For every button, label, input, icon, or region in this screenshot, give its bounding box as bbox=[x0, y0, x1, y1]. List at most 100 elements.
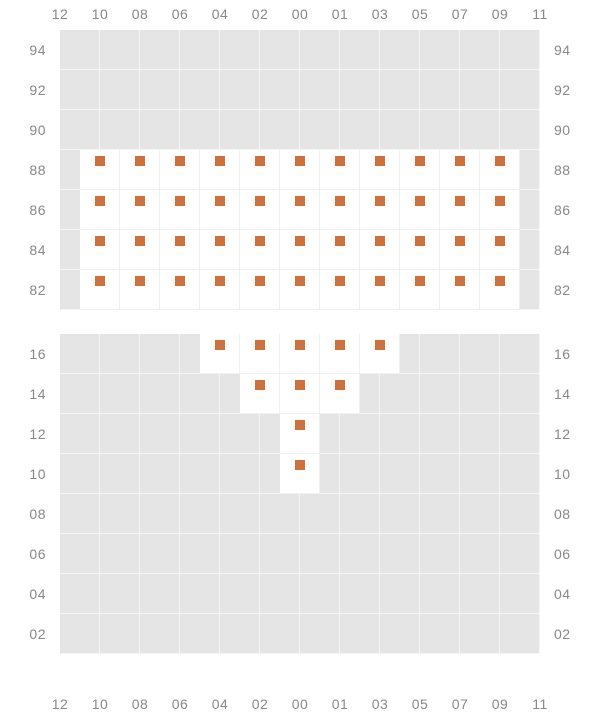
seat[interactable] bbox=[160, 230, 200, 270]
row-label-text: 92 bbox=[554, 82, 571, 98]
seat[interactable] bbox=[280, 190, 320, 230]
row-label-text: 84 bbox=[29, 242, 46, 258]
seat[interactable] bbox=[400, 270, 440, 310]
seat-marker-icon bbox=[455, 196, 465, 206]
row-label-left: 10 bbox=[0, 454, 60, 494]
seat[interactable] bbox=[120, 150, 160, 190]
seat[interactable] bbox=[360, 230, 400, 270]
row-label-text: 88 bbox=[29, 162, 46, 178]
seat[interactable] bbox=[320, 270, 360, 310]
row-label-text: 10 bbox=[29, 466, 46, 482]
seat[interactable] bbox=[160, 190, 200, 230]
seat[interactable] bbox=[80, 150, 120, 190]
seat[interactable] bbox=[320, 190, 360, 230]
seat-marker-icon bbox=[295, 196, 305, 206]
row-label-text: 16 bbox=[554, 346, 571, 362]
row-label-text: 90 bbox=[554, 122, 571, 138]
seat-marker-icon bbox=[455, 156, 465, 166]
row-label-left: 94 bbox=[0, 30, 60, 70]
column-label: 05 bbox=[400, 6, 440, 22]
seat[interactable] bbox=[240, 150, 280, 190]
row-label-left: 06 bbox=[0, 534, 60, 574]
seat[interactable] bbox=[440, 270, 480, 310]
seat[interactable] bbox=[80, 190, 120, 230]
row-label-right: 10 bbox=[540, 454, 600, 494]
row-label-text: 16 bbox=[29, 346, 46, 362]
seat-marker-icon bbox=[175, 236, 185, 246]
seat[interactable] bbox=[400, 150, 440, 190]
row-label-text: 14 bbox=[29, 386, 46, 402]
seat[interactable] bbox=[320, 230, 360, 270]
seat[interactable] bbox=[280, 414, 320, 454]
seat[interactable] bbox=[200, 334, 240, 374]
seat[interactable] bbox=[360, 190, 400, 230]
seat[interactable] bbox=[480, 270, 520, 310]
seat[interactable] bbox=[280, 454, 320, 494]
seat[interactable] bbox=[80, 270, 120, 310]
row-label-right: 14 bbox=[540, 374, 600, 414]
seat[interactable] bbox=[440, 190, 480, 230]
seat[interactable] bbox=[240, 230, 280, 270]
column-label: 07 bbox=[440, 6, 480, 22]
column-label: 11 bbox=[520, 696, 560, 712]
seat[interactable] bbox=[120, 270, 160, 310]
seat[interactable] bbox=[160, 150, 200, 190]
seat[interactable] bbox=[240, 334, 280, 374]
seat[interactable] bbox=[480, 150, 520, 190]
seat[interactable] bbox=[280, 374, 320, 414]
seat[interactable] bbox=[320, 334, 360, 374]
seat-marker-icon bbox=[215, 340, 225, 350]
seat-marker-icon bbox=[375, 276, 385, 286]
seat[interactable] bbox=[200, 190, 240, 230]
seat[interactable] bbox=[360, 150, 400, 190]
seat[interactable] bbox=[360, 270, 400, 310]
row-label-right: 08 bbox=[540, 494, 600, 534]
row-label-text: 94 bbox=[29, 42, 46, 58]
seat[interactable] bbox=[200, 230, 240, 270]
seat[interactable] bbox=[240, 270, 280, 310]
panel-lower-seats bbox=[60, 334, 540, 654]
row-label-right: 86 bbox=[540, 190, 600, 230]
column-label: 06 bbox=[160, 6, 200, 22]
seat[interactable] bbox=[320, 374, 360, 414]
seat[interactable] bbox=[280, 150, 320, 190]
seat-marker-icon bbox=[95, 276, 105, 286]
seat-marker-icon bbox=[375, 156, 385, 166]
row-label-text: 12 bbox=[554, 426, 571, 442]
column-label: 10 bbox=[80, 6, 120, 22]
seat-marker-icon bbox=[215, 276, 225, 286]
seat[interactable] bbox=[320, 150, 360, 190]
seat[interactable] bbox=[200, 270, 240, 310]
seat[interactable] bbox=[160, 270, 200, 310]
seat[interactable] bbox=[360, 334, 400, 374]
row-label-text: 04 bbox=[29, 586, 46, 602]
seat[interactable] bbox=[200, 150, 240, 190]
seat[interactable] bbox=[280, 270, 320, 310]
column-label: 02 bbox=[240, 696, 280, 712]
panel-upper-seats bbox=[60, 30, 540, 310]
seat-marker-icon bbox=[295, 236, 305, 246]
seat-marker-icon bbox=[255, 156, 265, 166]
row-label-right: 88 bbox=[540, 150, 600, 190]
seat[interactable] bbox=[280, 334, 320, 374]
seat[interactable] bbox=[120, 190, 160, 230]
seat[interactable] bbox=[400, 230, 440, 270]
column-label: 09 bbox=[480, 6, 520, 22]
column-label: 08 bbox=[120, 696, 160, 712]
seat[interactable] bbox=[240, 190, 280, 230]
row-label-left: 82 bbox=[0, 270, 60, 310]
seat[interactable] bbox=[400, 190, 440, 230]
row-label-text: 08 bbox=[29, 506, 46, 522]
seat[interactable] bbox=[280, 230, 320, 270]
seat[interactable] bbox=[80, 230, 120, 270]
seat[interactable] bbox=[440, 230, 480, 270]
seat-marker-icon bbox=[255, 276, 265, 286]
seat[interactable] bbox=[480, 230, 520, 270]
seat[interactable] bbox=[440, 150, 480, 190]
column-label: 08 bbox=[120, 6, 160, 22]
seat-marker-icon bbox=[415, 156, 425, 166]
seat[interactable] bbox=[480, 190, 520, 230]
seat[interactable] bbox=[120, 230, 160, 270]
seat-marker-icon bbox=[215, 196, 225, 206]
seat[interactable] bbox=[240, 374, 280, 414]
